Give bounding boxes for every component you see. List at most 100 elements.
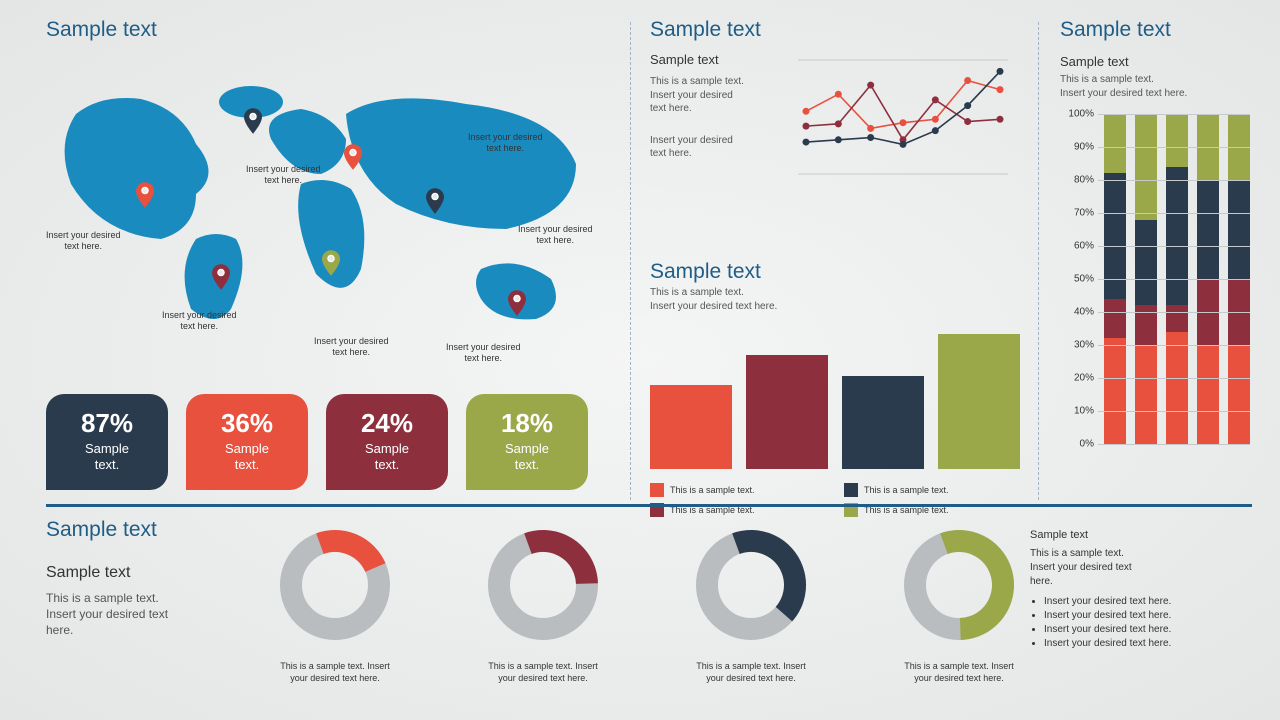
y-gridline bbox=[1098, 411, 1250, 412]
donut-right-bullet: Insert your desired text here. bbox=[1044, 609, 1250, 623]
donut: This is a sample text. Insert your desir… bbox=[468, 520, 618, 684]
y-tick-label: 40% bbox=[1074, 307, 1094, 318]
map-callout: Insert your desired text here. bbox=[314, 336, 389, 359]
line-title: Sample text bbox=[650, 18, 1020, 42]
stack-desc: This is a sample text. Insert your desir… bbox=[1060, 73, 1250, 100]
kpi-row: 87% Sample text.36% Sample text.24% Samp… bbox=[46, 394, 588, 490]
stacked-y-axis: 0%10%20%30%40%50%60%70%80%90%100% bbox=[1060, 114, 1098, 444]
map-title: Sample text bbox=[46, 18, 606, 42]
y-gridline bbox=[1098, 444, 1250, 445]
map-callout: Insert your desired text here. bbox=[446, 342, 521, 365]
legend-swatch bbox=[844, 483, 858, 497]
line-desc2: Insert your desired text here. bbox=[650, 134, 780, 161]
map-pin-icon bbox=[322, 250, 340, 276]
stacked-segment bbox=[1104, 299, 1126, 339]
y-gridline bbox=[1098, 378, 1250, 379]
bar bbox=[938, 334, 1020, 469]
y-gridline bbox=[1098, 279, 1250, 280]
y-tick-label: 70% bbox=[1074, 208, 1094, 219]
y-gridline bbox=[1098, 312, 1250, 313]
kpi-label: Sample text. bbox=[466, 441, 588, 472]
map-pin-icon bbox=[344, 144, 362, 170]
donut-right-copy: Sample text This is a sample text. Inser… bbox=[1030, 528, 1250, 651]
donut-right-head: Sample text bbox=[1030, 528, 1250, 543]
bar-title: Sample text bbox=[650, 260, 1020, 284]
y-tick-label: 60% bbox=[1074, 241, 1094, 252]
stack-title: Sample text bbox=[1060, 18, 1250, 42]
divider-2 bbox=[1038, 22, 1039, 500]
y-tick-label: 0% bbox=[1080, 439, 1094, 450]
kpi-value: 87% bbox=[46, 408, 168, 439]
donut-right-list: Insert your desired text here.Insert you… bbox=[1030, 595, 1250, 651]
donut: This is a sample text. Insert your desir… bbox=[884, 520, 1034, 684]
stacked-segment bbox=[1228, 180, 1250, 279]
y-gridline bbox=[1098, 114, 1250, 115]
stack-sub: Sample text bbox=[1060, 54, 1250, 69]
kpi-value: 18% bbox=[466, 408, 588, 439]
legend-swatch bbox=[650, 483, 664, 497]
kpi-tile: 36% Sample text. bbox=[186, 394, 308, 490]
stacked-segment bbox=[1135, 114, 1157, 220]
y-tick-label: 90% bbox=[1074, 142, 1094, 153]
map-pin-icon bbox=[426, 188, 444, 214]
map-callout: Insert your desired text here. bbox=[162, 310, 237, 333]
kpi-tile: 18% Sample text. bbox=[466, 394, 588, 490]
legend-label: This is a sample text. bbox=[864, 485, 949, 495]
line-desc1: This is a sample text. Insert your desir… bbox=[650, 75, 780, 116]
kpi-label: Sample text. bbox=[326, 441, 448, 472]
kpi-tile: 87% Sample text. bbox=[46, 394, 168, 490]
stacked-segment bbox=[1104, 338, 1126, 444]
stacked-segment bbox=[1197, 180, 1219, 279]
donut-heading: Sample text bbox=[46, 518, 157, 542]
y-gridline bbox=[1098, 213, 1250, 214]
kpi-value: 24% bbox=[326, 408, 448, 439]
kpi-tile: 24% Sample text. bbox=[326, 394, 448, 490]
y-gridline bbox=[1098, 180, 1250, 181]
line-chart bbox=[798, 52, 1008, 182]
y-tick-label: 50% bbox=[1074, 274, 1094, 285]
y-tick-label: 10% bbox=[1074, 406, 1094, 417]
y-tick-label: 20% bbox=[1074, 373, 1094, 384]
bar bbox=[650, 385, 732, 469]
map-callout: Insert your desired text here. bbox=[46, 230, 121, 253]
stacked-segment bbox=[1228, 345, 1250, 444]
stacked-segment bbox=[1166, 167, 1188, 306]
stacked-segment bbox=[1197, 345, 1219, 444]
stacked-segment bbox=[1135, 345, 1157, 444]
map-pin-icon bbox=[212, 264, 230, 290]
map-pin-icon bbox=[508, 290, 526, 316]
donut-caption: This is a sample text. Insert your desir… bbox=[676, 661, 826, 684]
donut-title: Sample text bbox=[46, 518, 157, 542]
line-chart-panel: Sample text Sample text This is a sample… bbox=[650, 18, 1020, 182]
stacked-chart: 0%10%20%30%40%50%60%70%80%90%100% bbox=[1060, 114, 1250, 444]
y-tick-label: 80% bbox=[1074, 175, 1094, 186]
legend-item: This is a sample text. bbox=[844, 483, 1020, 497]
line-sub: Sample text bbox=[650, 52, 780, 67]
divider-1 bbox=[630, 22, 631, 500]
legend-label: This is a sample text. bbox=[670, 485, 755, 495]
donut-right-bullet: Insert your desired text here. bbox=[1044, 595, 1250, 609]
stacked-segment bbox=[1135, 220, 1157, 306]
map-callout: Insert your desired text here. bbox=[518, 224, 593, 247]
bar bbox=[746, 355, 828, 469]
donut-row: This is a sample text. Insert your desir… bbox=[260, 520, 1034, 684]
donut-sub: Sample text bbox=[46, 564, 236, 582]
donut-right-lead: This is a sample text. Insert your desir… bbox=[1030, 547, 1250, 589]
y-gridline bbox=[1098, 246, 1250, 247]
kpi-label: Sample text. bbox=[186, 441, 308, 472]
kpi-value: 36% bbox=[186, 408, 308, 439]
map-pin-icon bbox=[244, 108, 262, 134]
stacked-segment bbox=[1104, 173, 1126, 298]
world-map: Insert your desired text here. Insert you… bbox=[46, 54, 606, 334]
stacked-segment bbox=[1104, 114, 1126, 173]
donut-caption: This is a sample text. Insert your desir… bbox=[884, 661, 1034, 684]
donut: This is a sample text. Insert your desir… bbox=[260, 520, 410, 684]
map-callout: Insert your desired text here. bbox=[246, 164, 321, 187]
y-gridline bbox=[1098, 147, 1250, 148]
stacked-segment bbox=[1166, 114, 1188, 167]
legend-item: This is a sample text. bbox=[650, 483, 826, 497]
stacked-segment bbox=[1166, 332, 1188, 444]
y-tick-label: 100% bbox=[1068, 109, 1094, 120]
map-callout: Insert your desired text here. bbox=[468, 132, 543, 155]
bar-desc: This is a sample text. Insert your desir… bbox=[650, 286, 1020, 313]
